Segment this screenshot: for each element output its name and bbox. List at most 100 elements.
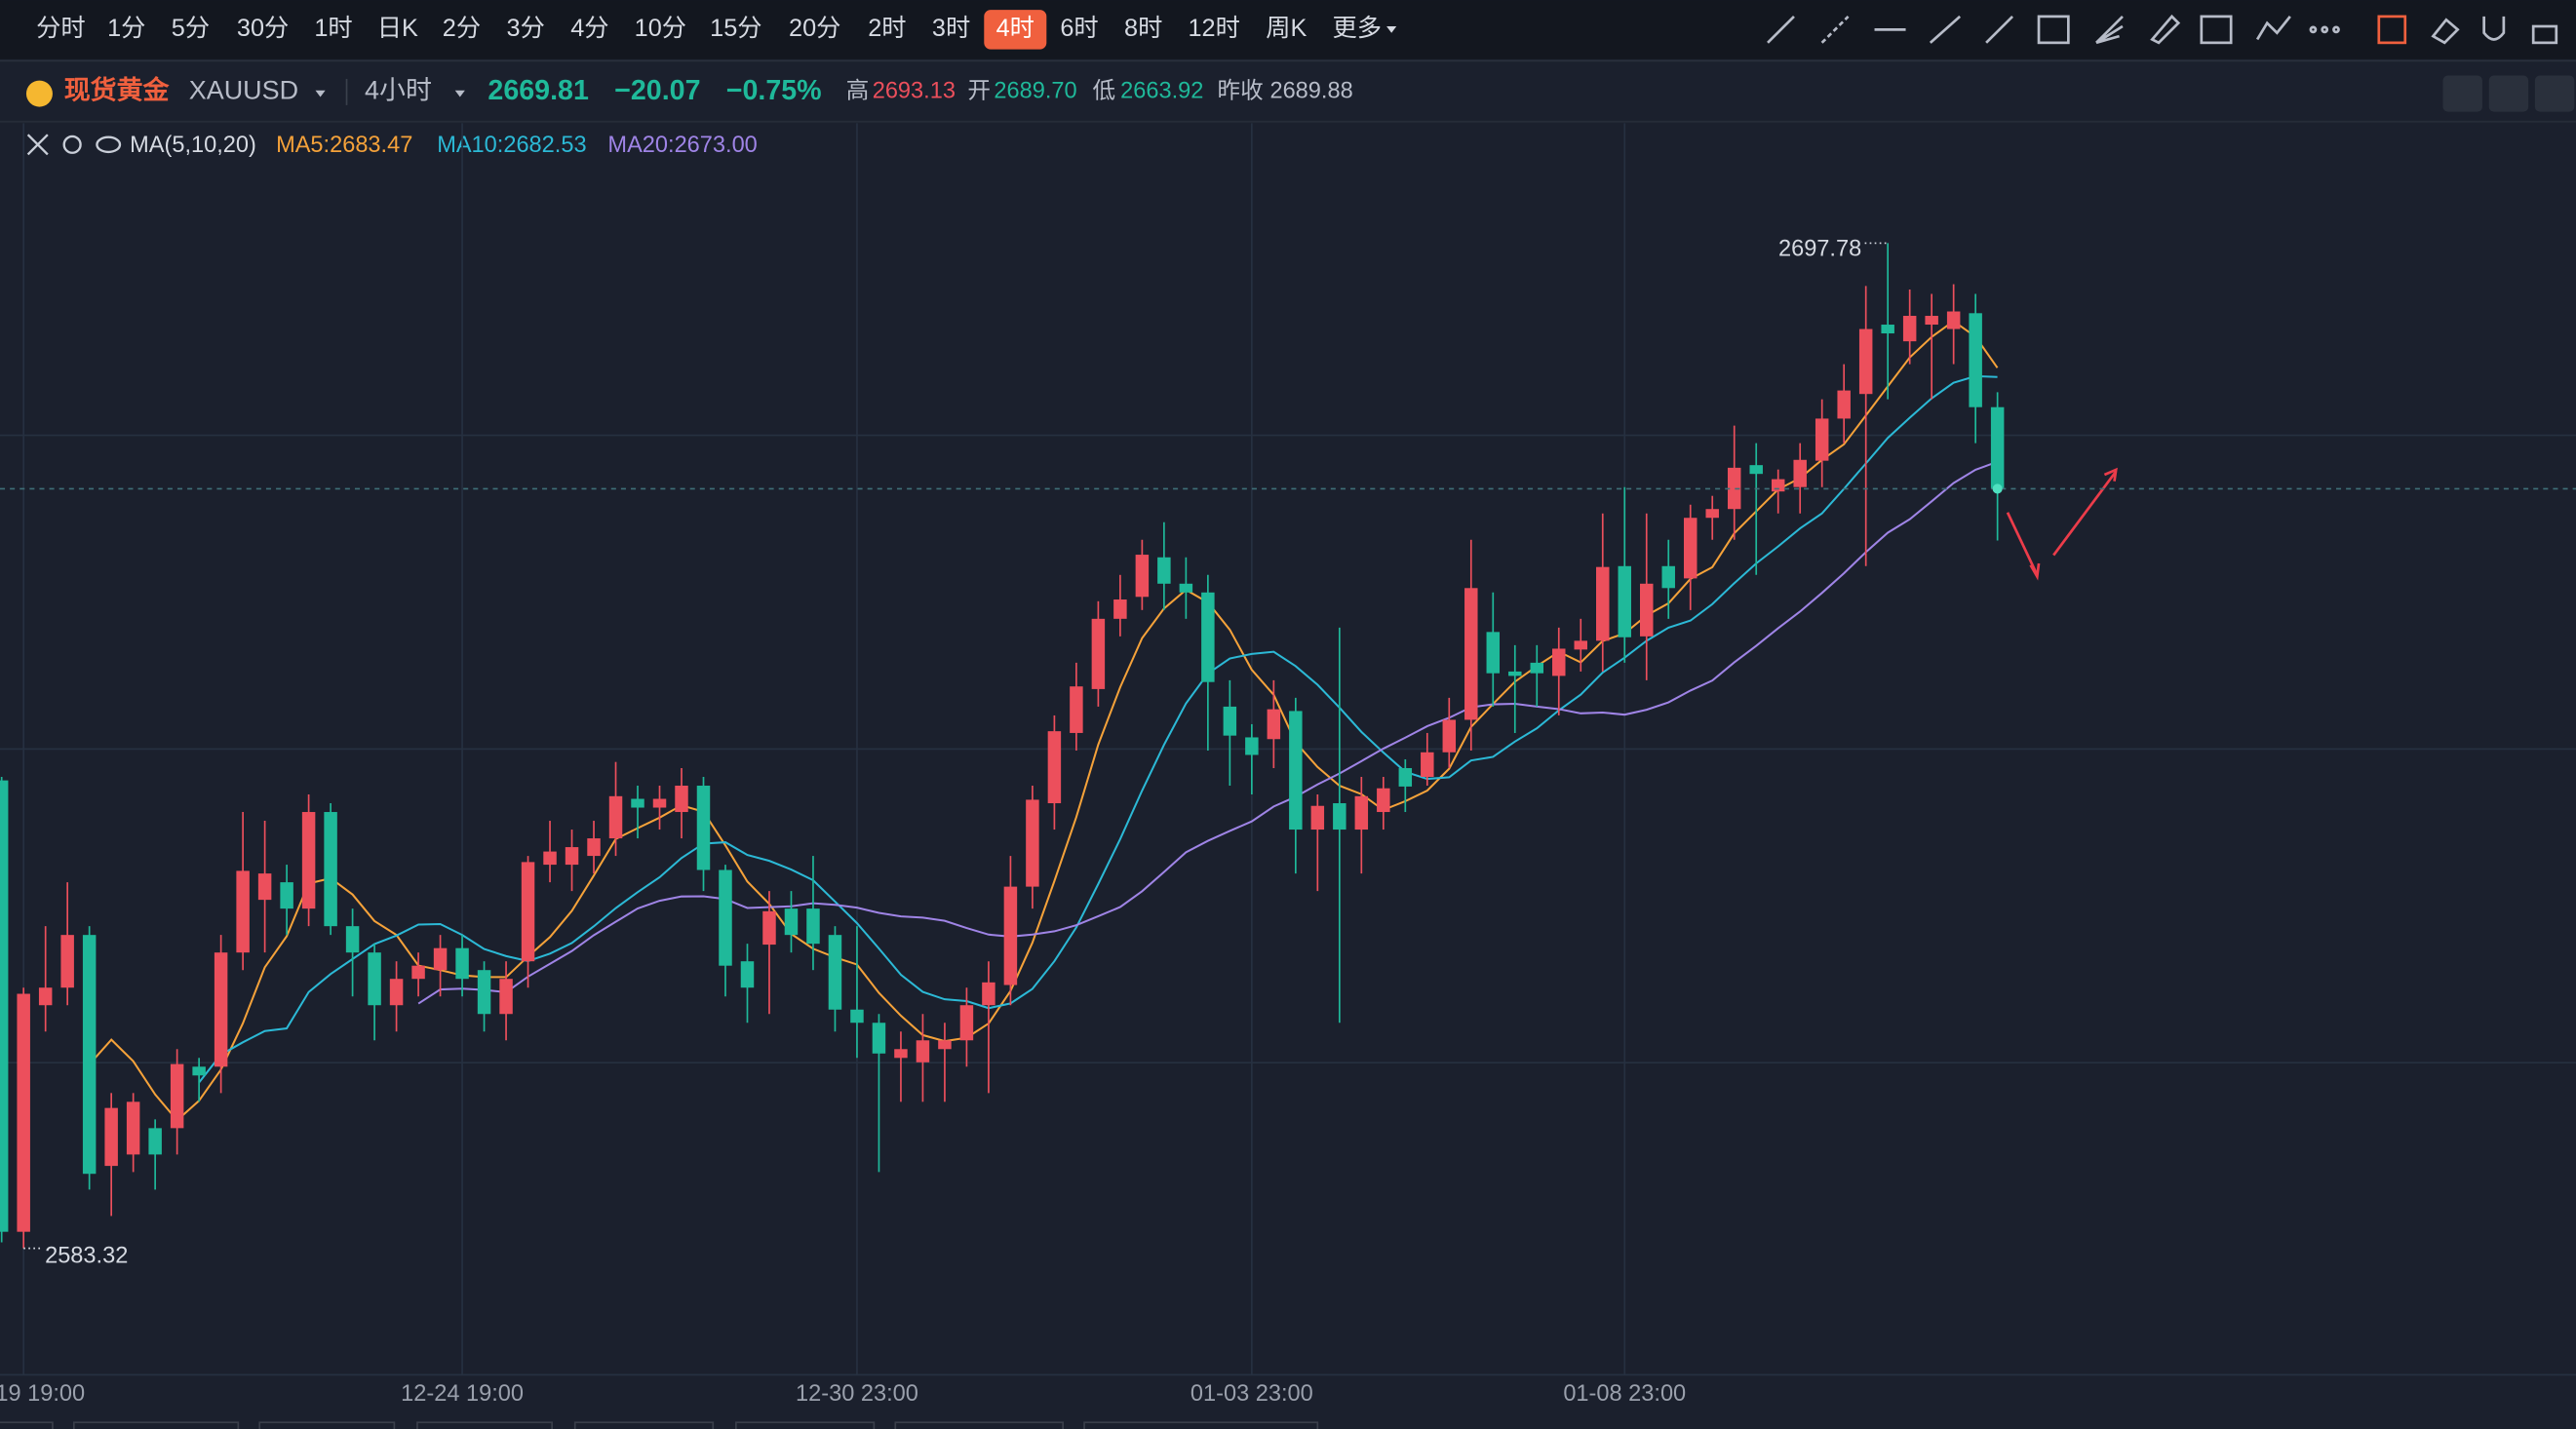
candle-body bbox=[1201, 592, 1215, 682]
period-tab[interactable]: 3时 bbox=[932, 15, 970, 42]
candle-body bbox=[806, 908, 820, 945]
period-tab[interactable]: 分时 bbox=[36, 15, 86, 42]
open-label: 开 bbox=[967, 78, 991, 103]
ma-legend: MA10:2682.53 bbox=[437, 132, 586, 157]
bottom-tabs[interactable] bbox=[0, 1421, 1319, 1429]
period-tab[interactable]: 15分 bbox=[710, 15, 761, 42]
candle-body bbox=[236, 870, 250, 953]
period-tab[interactable]: 日K bbox=[377, 15, 418, 42]
candle-body bbox=[1727, 467, 1741, 510]
candle-body bbox=[850, 1009, 864, 1023]
candle-body bbox=[652, 798, 667, 808]
candle-body bbox=[1749, 465, 1763, 475]
symbol-name: 现货黄金 bbox=[64, 75, 171, 105]
time-label: 12-30 23:00 bbox=[796, 1380, 918, 1406]
period-tab[interactable]: 20分 bbox=[789, 15, 840, 42]
candle-body bbox=[477, 970, 491, 1015]
period-tab[interactable]: 8时 bbox=[1124, 15, 1162, 42]
period-tab[interactable]: 3分 bbox=[507, 15, 545, 42]
symbol-code: XAUUSD bbox=[189, 76, 298, 105]
candle-body bbox=[828, 935, 842, 1010]
candle-body bbox=[1464, 588, 1478, 720]
more-caret bbox=[1386, 26, 1397, 33]
candle-body bbox=[38, 987, 53, 1006]
candle-body bbox=[0, 780, 9, 1232]
grid bbox=[0, 434, 2576, 1376]
indicator-name: MA(5,10,20) bbox=[130, 132, 256, 157]
high-label: 高 bbox=[846, 78, 870, 103]
period-tab[interactable]: 更多 bbox=[1332, 15, 1382, 42]
period-tab[interactable]: 5分 bbox=[172, 15, 210, 42]
candle-body bbox=[126, 1101, 140, 1155]
period-tab[interactable]: 2时 bbox=[868, 15, 906, 42]
candle-body bbox=[368, 952, 381, 1006]
candle-body bbox=[324, 812, 337, 927]
drawing-tools[interactable] bbox=[1767, 14, 2558, 45]
candle-body bbox=[148, 1128, 162, 1155]
indicator-controls[interactable] bbox=[26, 134, 122, 156]
candle-body bbox=[1640, 583, 1654, 637]
candle-body bbox=[1289, 711, 1303, 830]
ma-line bbox=[417, 460, 1998, 1005]
candle-body bbox=[1946, 311, 1961, 329]
candle-body bbox=[1925, 316, 1938, 326]
candle-body bbox=[1661, 565, 1675, 589]
low-label: 低 bbox=[1092, 78, 1115, 103]
candle-body bbox=[280, 882, 293, 909]
candle-body bbox=[1113, 599, 1127, 619]
candle-body bbox=[1267, 709, 1281, 740]
candle-body bbox=[543, 851, 557, 866]
time-label: 12-24 19:00 bbox=[401, 1380, 524, 1406]
ma-legend: MA5:2683.47 bbox=[276, 132, 412, 157]
prev-close: 2689.88 bbox=[1269, 78, 1352, 103]
candle-body bbox=[411, 965, 425, 980]
candle-body bbox=[82, 935, 97, 1175]
period-tab[interactable]: 30分 bbox=[237, 15, 289, 42]
candle-body bbox=[916, 1040, 930, 1062]
max-label: 2697.78 bbox=[1778, 235, 1861, 260]
panel-buttons[interactable] bbox=[2442, 75, 2575, 112]
candle-body bbox=[587, 838, 601, 857]
period-tab[interactable]: 4分 bbox=[570, 15, 608, 42]
candle-body bbox=[433, 947, 448, 971]
period-tab[interactable]: 10分 bbox=[635, 15, 686, 42]
candle-body bbox=[784, 908, 799, 936]
candle-body bbox=[1815, 418, 1829, 461]
period-tab[interactable]: 6时 bbox=[1060, 15, 1098, 42]
candle-body bbox=[1070, 686, 1083, 733]
candle-body bbox=[959, 1005, 974, 1041]
change-pct: −0.75% bbox=[726, 75, 822, 106]
candle-body bbox=[1530, 662, 1544, 674]
candle-body bbox=[1003, 886, 1018, 985]
candle-body bbox=[60, 935, 74, 988]
min-label: 2583.32 bbox=[45, 1242, 128, 1267]
candle-body bbox=[1157, 557, 1171, 584]
candle-body bbox=[608, 795, 623, 839]
candle-body bbox=[499, 979, 513, 1015]
candle-body bbox=[1793, 459, 1807, 487]
low: 2663.92 bbox=[1120, 78, 1203, 103]
candle-body bbox=[1377, 788, 1390, 813]
candle-body bbox=[455, 947, 469, 980]
prev-close-label: 昨收 bbox=[1218, 78, 1264, 103]
candle-body bbox=[1881, 325, 1894, 334]
period-selected-bg[interactable] bbox=[984, 10, 1047, 50]
period-tab[interactable]: 2分 bbox=[443, 15, 481, 42]
candle-body bbox=[1618, 565, 1631, 637]
period-tab[interactable]: 12时 bbox=[1188, 15, 1239, 42]
period-tab[interactable]: 1时 bbox=[314, 15, 352, 42]
price: 2669.81 bbox=[488, 75, 589, 106]
candle-body bbox=[345, 926, 360, 953]
candle-body bbox=[1179, 583, 1193, 593]
candle-body bbox=[696, 786, 711, 870]
symbol-icon bbox=[25, 80, 53, 107]
period-tab[interactable]: 周K bbox=[1266, 15, 1307, 42]
period-tab[interactable]: 4时 bbox=[996, 15, 1034, 42]
period-tab[interactable]: 1分 bbox=[107, 15, 145, 42]
ma-legend: MA20:2673.00 bbox=[607, 132, 757, 157]
candle-body bbox=[762, 910, 776, 946]
toolbar bbox=[0, 0, 2576, 59]
candle-body bbox=[301, 812, 316, 909]
candle-body bbox=[1047, 731, 1062, 804]
